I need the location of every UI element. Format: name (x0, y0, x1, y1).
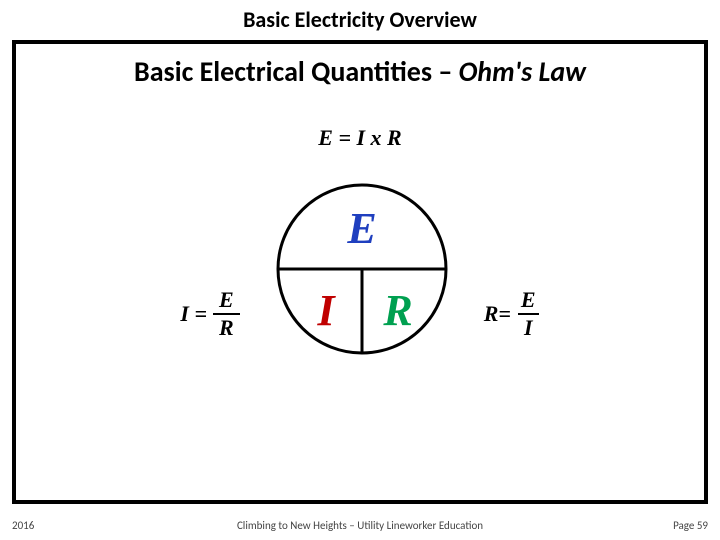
diagram-row: I = E R E I R R= E (16, 181, 704, 357)
fraction-e-over-r: E R (213, 289, 240, 339)
fraction-e-over-i: E I (517, 289, 540, 339)
fraction-denominator: I (518, 313, 539, 339)
i-equals-label: I = (180, 301, 207, 327)
ohms-law-circle-svg: E I R (274, 181, 450, 357)
formula-i-e-over-r: I = E R (180, 289, 239, 339)
page-title: Basic Electricity Overview (0, 0, 720, 33)
circle-i-label: I (316, 286, 336, 335)
fraction-denominator: R (213, 313, 240, 339)
content-frame: Basic Electrical Quantities – Ohm's Law … (12, 40, 708, 504)
fraction-numerator: E (517, 289, 540, 313)
formula-r-e-over-i: R= E I (484, 289, 540, 339)
formula-e-ir: E = I x R (16, 125, 704, 151)
ohms-law-circle: E I R (274, 181, 450, 357)
fraction-numerator: E (215, 289, 238, 313)
footer-center: Climbing to New Heights – Utility Linewo… (0, 519, 720, 532)
section-title-italic: Ohm's Law (459, 54, 586, 89)
section-title-plain: Basic Electrical Quantities – (134, 54, 459, 89)
section-title: Basic Electrical Quantities – Ohm's Law (16, 54, 704, 89)
slide: Basic Electricity Overview Basic Electri… (0, 0, 720, 540)
circle-e-label: E (346, 204, 376, 253)
r-equals-label: R= (484, 301, 511, 327)
circle-r-label: R (382, 286, 412, 335)
slide-footer: 2016 Climbing to New Heights – Utility L… (0, 519, 720, 532)
